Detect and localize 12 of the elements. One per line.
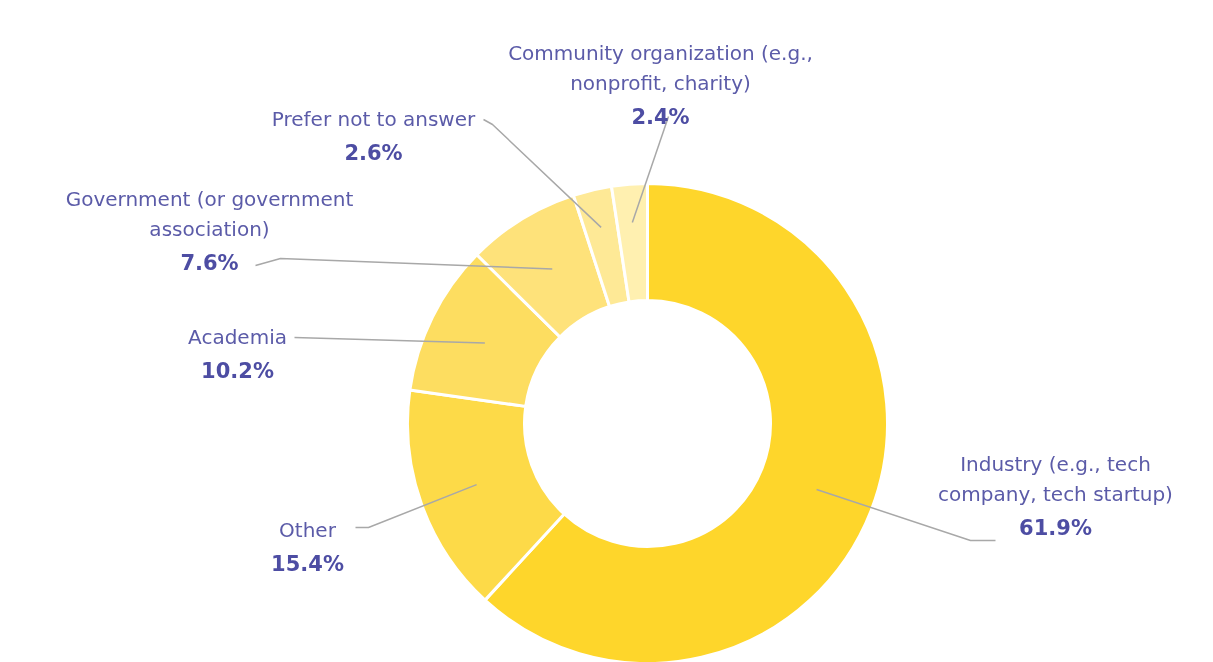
slice-label: Community organization (e.g., nonprofit, charity): [508, 40, 813, 95]
data-label: 2.6%: [344, 140, 403, 165]
data-label: 2.4%: [631, 104, 690, 129]
data-label: 7.6%: [180, 250, 239, 275]
slice-label: Academia: [188, 324, 287, 349]
data-label: 15.4%: [271, 551, 344, 576]
slice-label: Prefer not to answer: [271, 106, 477, 131]
data-label: 10.2%: [201, 358, 274, 383]
slice-label: Industry (e.g., tech company, tech startup): [938, 451, 1173, 506]
data-label: 61.9%: [1019, 515, 1092, 540]
slice-label: Other: [279, 517, 337, 542]
slice-label: Government (or government association): [65, 186, 354, 241]
